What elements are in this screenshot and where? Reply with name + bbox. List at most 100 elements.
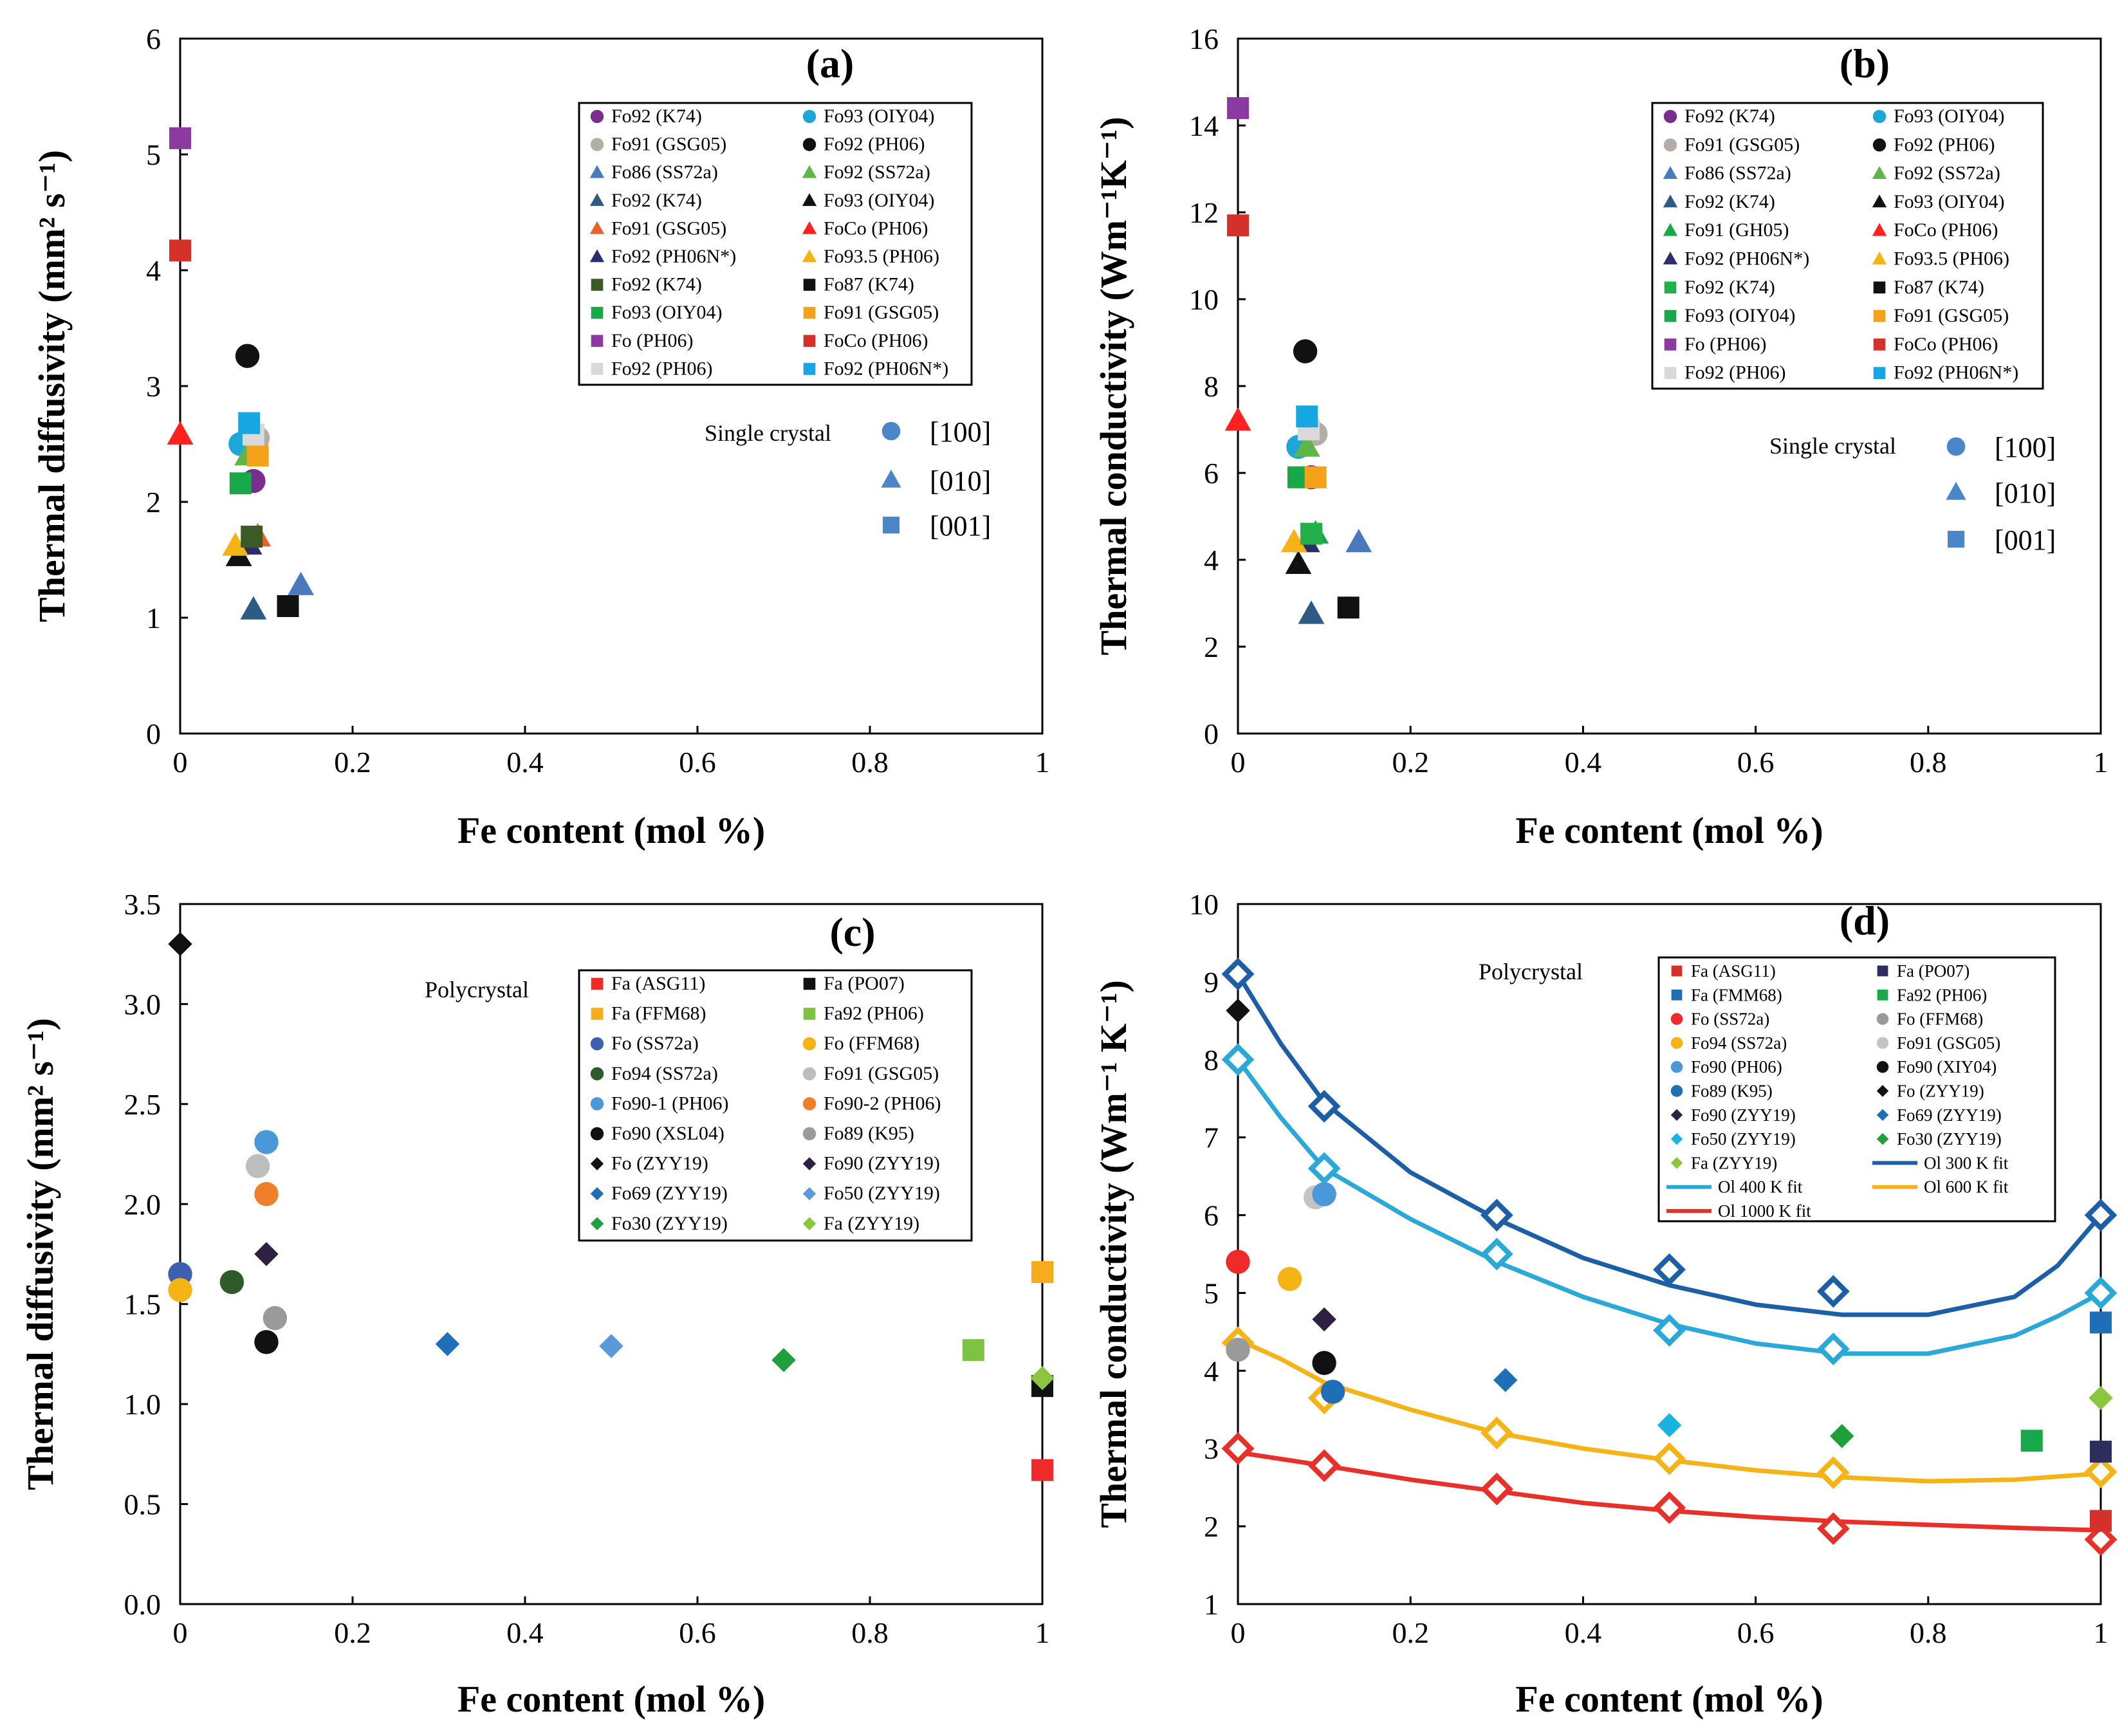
- data-point: [1493, 1368, 1518, 1392]
- data-point: [435, 1332, 460, 1356]
- y-tick-label: 10: [1189, 283, 1219, 316]
- legend-label: Fo69 (ZYY19): [611, 1183, 728, 1204]
- fit-data-marker: [1653, 1253, 1686, 1286]
- legend-marker: [1873, 367, 1886, 379]
- data-point: [1296, 405, 1318, 428]
- data-point: [1312, 1307, 1336, 1332]
- legend-label: Fo92 (PH06): [1894, 134, 1995, 155]
- legend-marker: [1663, 138, 1677, 152]
- legend-marker: [803, 1008, 816, 1020]
- legend-marker: [590, 109, 604, 124]
- legend-marker: [1664, 281, 1677, 294]
- legend-label: Fo92 (SS72a): [824, 162, 930, 183]
- legend-marker: [802, 1067, 817, 1081]
- legend-label: Fa (ASG11): [1691, 961, 1776, 981]
- legend-marker: [1876, 1109, 1889, 1122]
- direction-marker: [1946, 481, 1966, 500]
- legend-marker: [589, 249, 605, 263]
- y-tick-label: 0: [146, 717, 161, 750]
- legend-marker: [803, 977, 816, 990]
- x-tick-label: 1: [2094, 746, 2108, 779]
- x-axis-title: Fe content (mol %): [1515, 809, 1823, 851]
- legend-label: Fo90 (XSL04): [611, 1123, 724, 1144]
- y-tick-label: 0.5: [124, 1488, 161, 1521]
- legend-label: Fo87 (K74): [824, 274, 914, 295]
- fit-data-marker: [2084, 1455, 2117, 1488]
- legend-marker: [1663, 109, 1677, 124]
- legend-label: Fo93 (OIY04): [824, 190, 935, 211]
- data-point: [246, 445, 269, 466]
- data-point: [1657, 1413, 1682, 1437]
- legend-label: FoCo (PH06): [1894, 333, 1998, 355]
- data-point: [222, 532, 249, 556]
- legend-fit-label: Ol 600 K fit: [1924, 1177, 2009, 1197]
- legend-label: Fo92 (K74): [611, 106, 702, 127]
- direction-marker: [883, 517, 900, 533]
- data-point: [1226, 1337, 1250, 1362]
- legend-label: Fo (FFM68): [1897, 1010, 1983, 1029]
- legend-marker: [1670, 1109, 1683, 1122]
- legend-marker: [1872, 251, 1887, 264]
- legend-marker: [589, 165, 605, 178]
- fit-data-marker: [1653, 1442, 1686, 1475]
- legend-marker: [802, 221, 817, 234]
- legend-label: Fo69 (ZYY19): [1897, 1105, 2002, 1125]
- legend-marker: [590, 138, 604, 151]
- legend-box: [578, 102, 973, 386]
- fit-data-marker: [2084, 1199, 2117, 1232]
- data-point: [1280, 528, 1307, 553]
- x-tick-label: 0.2: [334, 1616, 371, 1649]
- legend-marker: [1876, 1132, 1889, 1145]
- legend-label: Fo (PH06): [1684, 333, 1767, 355]
- y-tick-label: 16: [1189, 23, 1219, 55]
- direction-marker: [1946, 437, 1966, 456]
- y-tick-label: 3.0: [124, 988, 161, 1020]
- y-tick-label: 0: [1204, 717, 1219, 750]
- crystal-note: Single crystal: [1769, 433, 1896, 459]
- legend-marker: [802, 1097, 817, 1111]
- legend-marker: [1872, 223, 1887, 236]
- panel-label: (c): [829, 909, 875, 955]
- fit-data-marker: [1221, 1043, 1255, 1076]
- legend-label: Fo94 (SS72a): [611, 1063, 718, 1084]
- legend-marker: [591, 1008, 604, 1020]
- legend-label: Fo90-2 (PH06): [824, 1093, 941, 1114]
- legend-label: Fo (SS72a): [1691, 1010, 1769, 1029]
- legend-label: Fo93 (OIY04): [611, 302, 723, 323]
- fit-data-marker: [1307, 1089, 1341, 1123]
- legend-marker: [802, 165, 817, 178]
- legend-label: Fa (PO07): [1897, 961, 1970, 981]
- legend-label: Fa (ASG11): [611, 973, 705, 994]
- legend-marker: [1670, 1157, 1683, 1169]
- data-point: [1227, 97, 1249, 119]
- x-tick-label: 0.4: [506, 746, 544, 779]
- direction-label: [001]: [930, 510, 991, 542]
- data-point: [1031, 1260, 1053, 1283]
- data-point: [169, 127, 191, 149]
- y-tick-label: 2: [146, 486, 161, 519]
- legend-marker: [591, 279, 604, 291]
- data-point: [2090, 1311, 2112, 1334]
- x-tick-label: 0.6: [679, 1616, 716, 1649]
- legend-label: Fo91 (GSG05): [824, 302, 939, 323]
- data-point: [238, 412, 261, 434]
- fit-data-marker: [1816, 1275, 1850, 1308]
- fit-data-marker: [1480, 1199, 1513, 1232]
- legend-marker: [1873, 338, 1886, 351]
- y-tick-label: 3: [146, 370, 161, 403]
- x-axis-title: Fe content (mol %): [457, 809, 765, 851]
- legend-label: Fo92 (SS72a): [1894, 163, 2000, 184]
- legend-label: Fo93.5 (PH06): [1894, 248, 2009, 270]
- crystal-note: Polycrystal: [1479, 959, 1583, 984]
- legend-label: Fo86 (SS72a): [611, 162, 718, 183]
- legend-label: Fo87 (K74): [1894, 277, 1984, 298]
- legend-label: Fo93 (OIY04): [824, 106, 935, 127]
- fit-data-marker: [1307, 1449, 1341, 1482]
- data-point: [1224, 407, 1251, 431]
- data-point: [962, 1339, 984, 1362]
- legend-marker: [1671, 965, 1683, 977]
- fit-data-marker: [1480, 1416, 1513, 1450]
- legend-marker: [590, 1037, 604, 1051]
- legend-label: Fo92 (K74): [611, 190, 702, 211]
